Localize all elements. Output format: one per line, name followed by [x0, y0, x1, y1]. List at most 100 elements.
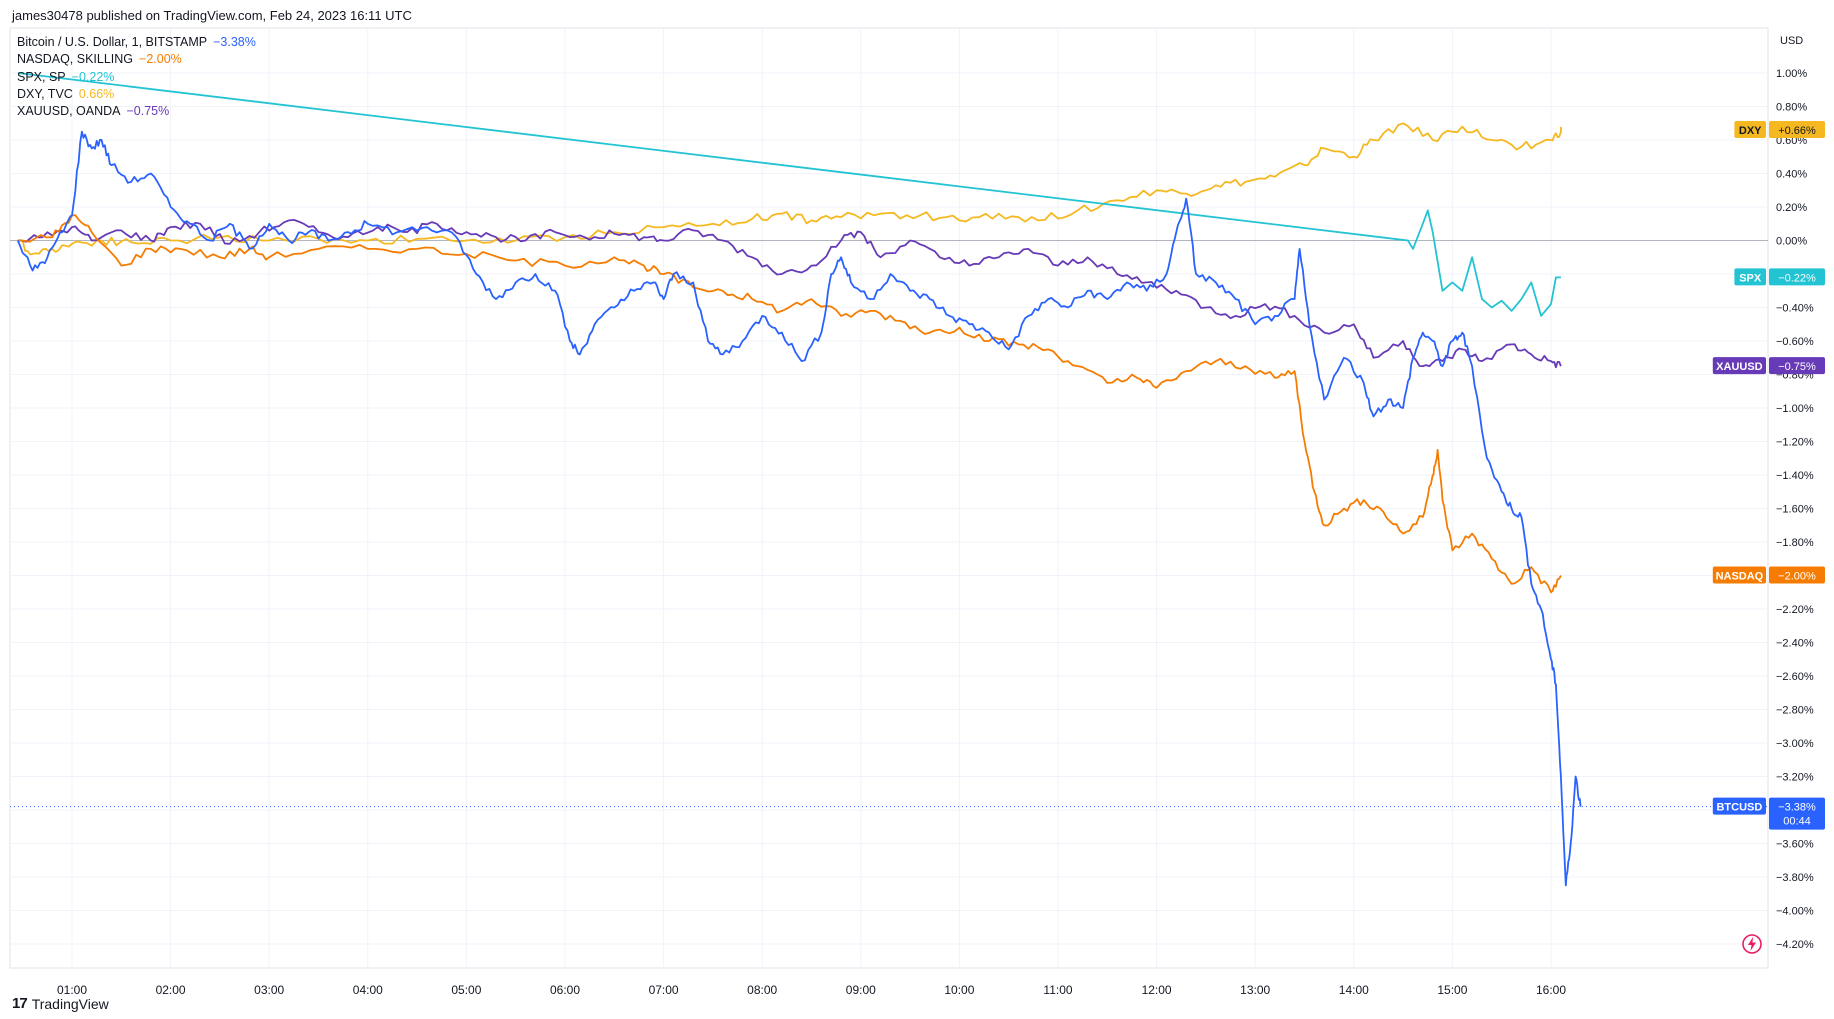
x-tick-label: 01:00 — [57, 983, 87, 997]
series-value-tag — [1769, 120, 1825, 138]
y-tick-label: 0.60% — [1776, 135, 1807, 147]
series-value-label: −2.00% — [1778, 571, 1816, 583]
series-value-label: +0.66% — [1778, 125, 1816, 137]
legend-name: DXY, TVC — [17, 86, 73, 101]
y-tick-label: −1.00% — [1776, 403, 1814, 415]
time-axis: 01:00 02:00 03:00 04:00 05:00 06:00 07:00 08:00… — [57, 983, 1566, 997]
y-tick-label: −1.80% — [1776, 537, 1814, 549]
legend-item-nasdaq[interactable]: NASDAQ, SKILLING −2.00% — [17, 51, 256, 68]
value-labels: DXY +0.66% SPX −0.22% XAUUSD −0.75% NASDAQ −2.0… — [1712, 120, 1825, 830]
legend-item-dxy[interactable]: DXY, TVC 0.66% — [17, 86, 256, 103]
series-name-label: DXY — [1739, 125, 1762, 137]
series-value-tag — [1769, 566, 1825, 584]
value-tag-btcusd: BTCUSD −3.38% 00:44 — [1712, 797, 1825, 830]
y-tick-label: −2.20% — [1776, 604, 1814, 616]
x-tick-label: 14:00 — [1339, 983, 1369, 997]
plot-border — [9, 27, 1769, 969]
value-tag-spx: SPX −0.22% — [1734, 268, 1825, 286]
series-value-label: −3.38% — [1778, 802, 1816, 814]
y-tick-label: −4.20% — [1776, 939, 1814, 951]
y-tick-label: 0.40% — [1776, 169, 1807, 181]
y-tick-label: 1.00% — [1776, 68, 1807, 80]
legend-name: XAUUSD, OANDA — [17, 104, 121, 119]
legend-change: −2.00% — [139, 52, 182, 67]
y-tick-label: −2.80% — [1776, 705, 1814, 717]
series-name-label: SPX — [1739, 272, 1762, 284]
series-name-label: XAUUSD — [1716, 361, 1763, 373]
series-name-tag — [1734, 120, 1766, 138]
legend-change: −0.75% — [126, 104, 170, 119]
tradingview-logo[interactable]: 17 TradingView — [12, 995, 109, 1012]
y-tick-label: −4.00% — [1776, 906, 1814, 918]
legend-item-spx[interactable]: SPX, SP −0.22% — [17, 69, 256, 86]
x-tick-label: 07:00 — [649, 983, 679, 997]
series-layer — [16, 72, 1582, 887]
y-tick-label: 0.80% — [1776, 102, 1807, 114]
legend-name: NASDAQ, SKILLING — [17, 52, 134, 67]
x-tick-label: 15:00 — [1437, 983, 1467, 997]
value-tag-dxy: DXY +0.66% — [1734, 120, 1825, 138]
y-tick-label: −0.40% — [1776, 303, 1814, 315]
x-tick-label: 06:00 — [550, 983, 580, 997]
y-tick-label: 0.00% — [1776, 236, 1807, 248]
y-tick-label: 0.20% — [1776, 202, 1807, 214]
published-header: james30478 published on TradingView.com,… — [12, 8, 412, 23]
x-tick-label: 02:00 — [156, 983, 186, 997]
series-line-nasdaq[interactable] — [17, 214, 1562, 594]
legend-change: −3.38% — [213, 35, 256, 49]
x-tick-label: 13:00 — [1240, 983, 1270, 997]
x-tick-label: 03:00 — [254, 983, 284, 997]
x-tick-label: 11:00 — [1043, 983, 1072, 997]
series-value-tag — [1769, 357, 1825, 375]
series-line-btcusd[interactable] — [16, 130, 1582, 887]
countdown-label: 00:44 — [1783, 816, 1811, 828]
x-tick-label: 10:00 — [944, 983, 974, 997]
y-tick-label: −3.80% — [1776, 872, 1814, 884]
series-line-spx[interactable] — [17, 72, 1561, 317]
y-tick-label: −0.60% — [1776, 336, 1814, 348]
y-tick-label: −2.60% — [1776, 671, 1814, 683]
tradingview-brand: TradingView — [31, 995, 109, 1012]
series-name-tag — [1712, 797, 1766, 815]
y-tick-label: −1.60% — [1776, 504, 1814, 516]
series-value-tag — [1769, 268, 1825, 286]
legend-change: −0.22% — [71, 69, 115, 84]
series-name-tag — [1712, 566, 1766, 584]
value-tag-nasdaq: NASDAQ −2.00% — [1712, 566, 1825, 584]
series-line-dxy[interactable] — [17, 122, 1562, 256]
legend-item-btc[interactable]: Bitcoin / U.S. Dollar, 1, BITSTAMP −3.38% — [17, 34, 256, 51]
legend-name: SPX, SP — [17, 69, 66, 84]
x-tick-label: 09:00 — [846, 983, 876, 997]
legend-item-xauusd[interactable]: XAUUSD, OANDA −0.75% — [17, 103, 256, 120]
series-value-label: −0.75% — [1778, 361, 1816, 373]
series-value-label: −0.22% — [1778, 272, 1816, 284]
y-tick-label: −3.00% — [1776, 738, 1814, 750]
y-tick-label: −1.20% — [1776, 437, 1814, 449]
grid-lines — [9, 27, 1769, 969]
series-name-tag — [1712, 357, 1766, 375]
series-value-tag — [1769, 797, 1825, 830]
axis-unit-label: USD — [1780, 35, 1803, 47]
legend: Bitcoin / U.S. Dollar, 1, BITSTAMP −3.38%… — [17, 34, 256, 120]
x-tick-label: 05:00 — [451, 983, 481, 997]
lightning-icon[interactable] — [1741, 933, 1763, 955]
y-tick-label: −3.60% — [1776, 839, 1814, 851]
series-name-label: BTCUSD — [1716, 802, 1762, 814]
x-tick-label: 12:00 — [1142, 983, 1172, 997]
tradingview-logo-icon: 17 — [12, 995, 28, 1012]
y-tick-label: −2.40% — [1776, 638, 1814, 650]
legend-name: Bitcoin / U.S. Dollar, 1, BITSTAMP — [17, 35, 208, 49]
x-tick-label: 04:00 — [353, 983, 383, 997]
x-tick-label: 08:00 — [747, 983, 777, 997]
y-tick-label: −3.20% — [1776, 772, 1814, 784]
series-name-tag — [1734, 268, 1766, 286]
series-name-label: NASDAQ — [1716, 571, 1764, 583]
legend-change: 0.66% — [78, 86, 115, 101]
y-tick-label: −1.40% — [1776, 470, 1814, 482]
series-line-xauusd[interactable] — [17, 218, 1562, 369]
zero-line — [10, 240, 1768, 808]
value-tag-xauusd: XAUUSD −0.75% — [1712, 357, 1825, 375]
x-tick-label: 16:00 — [1536, 983, 1566, 997]
